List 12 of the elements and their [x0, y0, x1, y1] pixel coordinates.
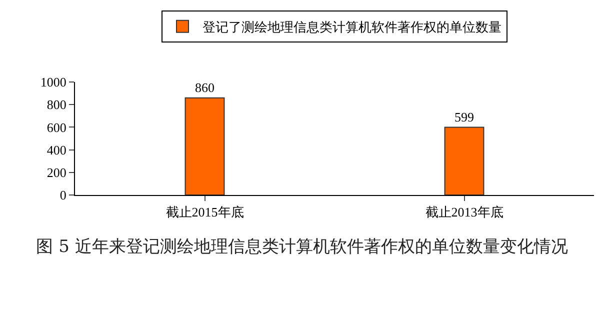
y-tick-label: 600 — [46, 120, 66, 135]
y-tick-label: 1000 — [40, 74, 66, 90]
x-tick-label: 截止2013年底 — [425, 204, 504, 220]
y-tick-label: 800 — [46, 97, 66, 112]
data-label: 599 — [454, 109, 474, 124]
x-tick-label: 截止2015年底 — [166, 204, 244, 220]
y-tick-label: 400 — [46, 142, 66, 158]
data-label: 860 — [195, 80, 214, 95]
y-tick-label: 0 — [60, 188, 66, 203]
caption: 图 5 近年来登记测绘地理信息类计算机软件著作权的单位数量变化情况 — [35, 236, 569, 259]
legend-label: 登记了测绘地理信息类计算机软件著作权的单位数量 — [202, 19, 502, 34]
y-tick-label: 200 — [46, 164, 66, 180]
